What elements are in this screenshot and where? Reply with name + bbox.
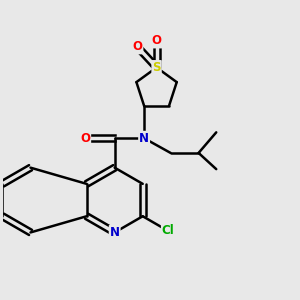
Text: N: N: [139, 132, 149, 145]
Text: N: N: [110, 226, 120, 239]
Text: Cl: Cl: [162, 224, 175, 238]
Text: O: O: [152, 34, 162, 47]
Text: O: O: [132, 40, 142, 53]
Text: O: O: [80, 132, 90, 145]
Text: S: S: [152, 61, 161, 74]
